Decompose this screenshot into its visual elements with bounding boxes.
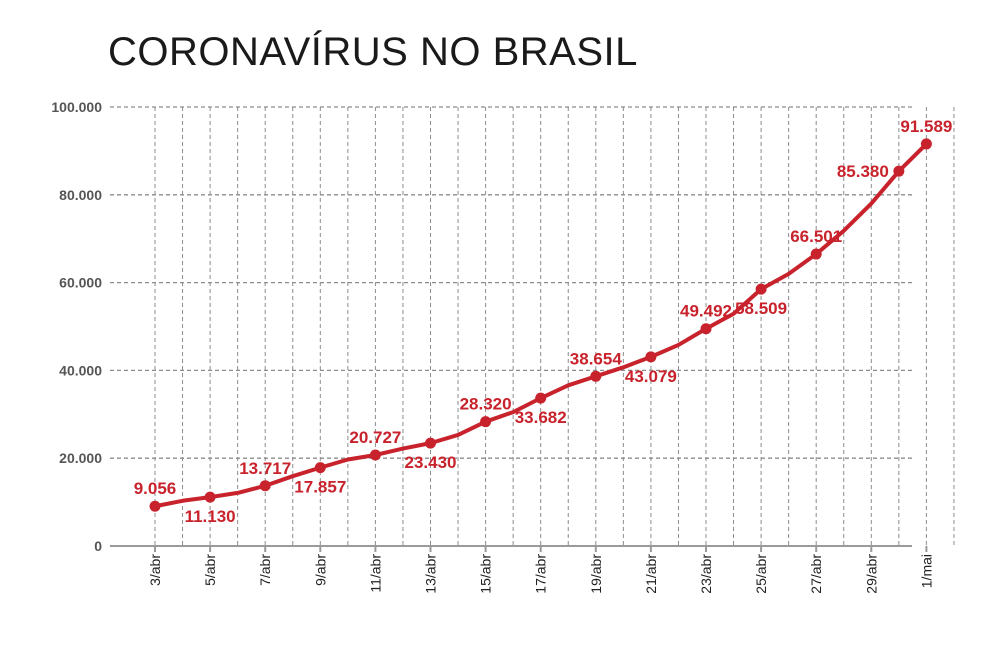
data-label: 11.130 bbox=[185, 507, 236, 526]
data-point bbox=[645, 351, 657, 363]
data-label: 28.320 bbox=[460, 395, 512, 414]
data-label: 20.727 bbox=[349, 428, 401, 447]
chart-title: CORONAVÍRUS NO BRASIL bbox=[108, 30, 638, 74]
data-label: 58.509 bbox=[735, 299, 787, 318]
data-point bbox=[920, 138, 932, 150]
x-tick-label: 1/mai bbox=[918, 554, 934, 588]
x-tick-label: 29/abr bbox=[863, 554, 879, 594]
y-tick-label: 60.000 bbox=[59, 275, 102, 291]
data-label: 49.492 bbox=[680, 302, 732, 321]
grid bbox=[110, 106, 955, 546]
x-tick-label: 3/abr bbox=[147, 554, 163, 586]
data-point bbox=[314, 462, 326, 474]
y-tick-label: 0 bbox=[94, 538, 102, 554]
data-label: 91.589 bbox=[900, 117, 952, 136]
x-tick-label: 17/abr bbox=[533, 554, 549, 594]
y-tick-label: 20.000 bbox=[59, 450, 102, 466]
series bbox=[149, 138, 932, 512]
data-point bbox=[700, 323, 712, 335]
x-tick-label: 5/abr bbox=[202, 554, 218, 586]
data-label: 33.682 bbox=[515, 408, 567, 427]
data-label: 9.056 bbox=[134, 479, 177, 498]
x-tick-label: 13/abr bbox=[423, 554, 439, 594]
x-tick-label: 7/abr bbox=[257, 554, 273, 586]
x-tick-label: 21/abr bbox=[643, 554, 659, 594]
data-point bbox=[535, 392, 547, 404]
x-tick-label: 23/abr bbox=[698, 554, 714, 594]
x-tick-label: 19/abr bbox=[588, 554, 604, 594]
data-label: 38.654 bbox=[570, 349, 623, 368]
data-point bbox=[590, 370, 602, 382]
data-label: 13.717 bbox=[239, 459, 291, 478]
axes: 0 20.000 40.000 60.000 80.000 100.000 3/abr 5/a… bbox=[51, 99, 934, 594]
data-label: 17.857 bbox=[294, 478, 346, 497]
data-point bbox=[204, 491, 216, 503]
y-tick-label: 80.000 bbox=[59, 187, 102, 203]
x-tick-label: 15/abr bbox=[478, 554, 494, 594]
x-tick-label: 25/abr bbox=[753, 554, 769, 594]
data-label: 66.501 bbox=[790, 227, 842, 246]
data-point bbox=[480, 416, 492, 428]
data-point bbox=[369, 449, 381, 461]
data-label: 23.430 bbox=[405, 453, 457, 472]
data-point bbox=[810, 248, 822, 260]
y-tick-label: 100.000 bbox=[51, 99, 102, 115]
data-label: 85.380 bbox=[837, 162, 889, 181]
data-point bbox=[755, 283, 767, 295]
data-label: 43.079 bbox=[625, 367, 677, 386]
x-tick-label: 9/abr bbox=[312, 554, 328, 586]
x-tick-label: 11/abr bbox=[367, 554, 383, 593]
data-point bbox=[259, 480, 271, 492]
y-tick-label: 40.000 bbox=[59, 362, 102, 378]
data-point bbox=[425, 437, 436, 449]
data-point bbox=[893, 165, 905, 177]
data-point bbox=[149, 500, 161, 512]
x-tick-label: 27/abr bbox=[808, 554, 824, 594]
